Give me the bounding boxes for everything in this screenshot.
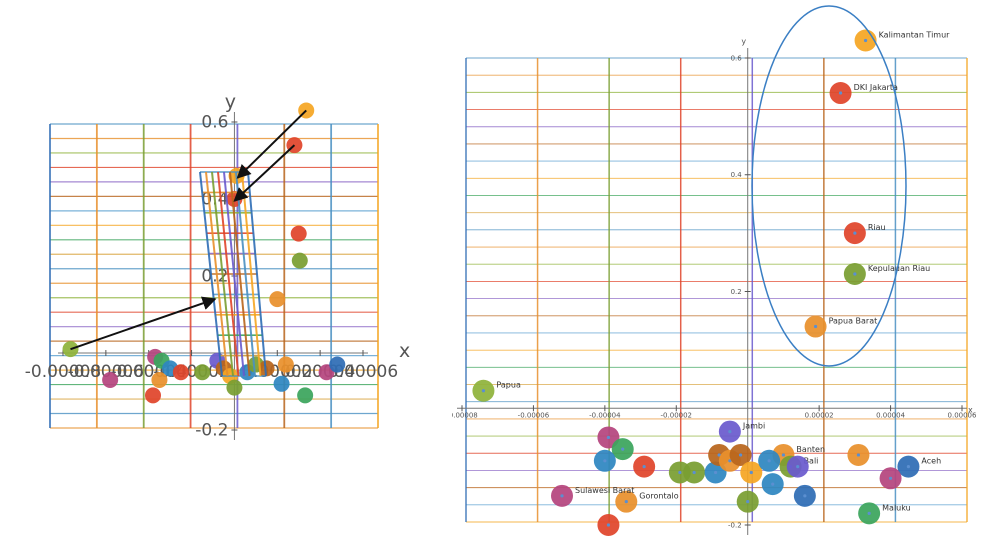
data-point-center [853,272,857,276]
x-tick-label: -0.00006 [518,411,550,419]
data-point-label: DKI Jakarta [854,83,898,92]
data-point [226,379,243,396]
data-point-label: Banten [796,445,825,454]
data-point-center [781,453,786,457]
data-point-center [746,500,750,504]
data-point-center [796,465,800,469]
y-tick-label: 0.4 [731,171,743,179]
data-point-label: Kalimantan Timur [879,30,951,39]
data-point-center [603,459,607,463]
data-point-center [642,465,646,469]
data-point [273,375,290,392]
data-point [102,371,119,388]
y-tick-label: 0.6 [731,54,743,62]
data-point-center [678,470,682,475]
x-axis-label: x [968,405,973,414]
y-tick-label: -0.2 [195,421,228,441]
arrow [70,296,217,351]
data-point-label: Riau [868,223,886,232]
data-point-center [738,453,743,457]
data-point-center [606,435,611,440]
data-point-center [867,511,871,515]
data-point-label: Papua Barat [829,317,878,326]
data-point-center [692,470,696,475]
data-point [290,225,307,242]
skewed-mesh-line [217,171,240,377]
data-point-center [838,91,843,95]
data-point [194,364,211,381]
skewed-mesh [199,171,267,377]
x-tick-label: 0.00006 [328,362,398,382]
left-chart: -0.00008 -0.00006 -0.00004 -0.00002 0.00002 0… [0,0,420,549]
data-point-center [481,389,486,393]
data-point [151,371,168,388]
data-point [329,356,346,373]
data-point-center [728,430,732,434]
x-tick-label: -0.00008 [25,362,101,382]
data-point-label: Papua [496,381,521,390]
data-point-center [853,231,857,235]
y-tick-label: 0.6 [201,113,228,133]
x-tick-label: 0.00004 [876,411,905,419]
skewed-mesh-line [199,171,223,377]
skewed-mesh-line [223,171,245,377]
data-point-center [813,324,818,329]
data-point-label: Jambi [742,422,765,431]
x-tick-label: -0.00006 [68,362,144,382]
skewed-mesh-line [229,171,251,377]
data-point-center [863,38,868,43]
x-tick-label: 0.00006 [948,411,977,419]
x-tick-label: -0.00004 [589,411,621,419]
data-point-center [621,447,625,451]
data-point [297,387,314,404]
data-point-center [906,465,911,469]
data-point-label: Sulawesi Barat [575,486,634,495]
data-point [291,252,308,269]
data-point-label: Aceh [921,457,941,466]
left-chart-svg: -0.00008-0.00006-0.00004-0.00002 0.00002 0… [25,91,410,441]
data-point-center [888,476,893,480]
data-point [258,360,275,377]
data-point-label: Bali [804,457,819,466]
skewed-mesh-line [205,171,229,377]
right-chart-svg: -0.00008 -0.00006 -0.00004 -0.00002 0.00002 0… [446,5,977,536]
y-axis-label: y [741,37,746,46]
data-point-center [767,459,771,463]
data-point-center [771,482,775,486]
data-point-center [560,494,564,498]
x-tick-label: -0.00002 [661,411,692,419]
arrow [236,109,307,179]
skewed-mesh-line [211,171,234,377]
data-point-center [728,459,732,463]
right-chart: -0.00008 -0.00006 -0.00004 -0.00002 0.00002 0… [446,0,988,549]
data-point-center [606,523,611,527]
x-tick-label: -0.00008 [452,411,478,419]
data-point-center [717,453,721,457]
data-point-center [749,470,753,475]
data-point [269,291,286,308]
skewed-mesh-line [247,171,267,377]
arrow [233,144,296,202]
data-point [145,387,161,404]
data-point-label: Kepulauan Riau [868,264,930,273]
data-point-center [803,494,807,498]
data-point-center [856,453,861,457]
data-point-label: Maluku [882,503,911,512]
y-tick-label: 0.2 [731,288,742,296]
skewed-mesh-line [241,171,262,377]
x-tick-label: 0.00002 [805,411,834,419]
data-point-label: Gorontalo [639,492,678,501]
y-tick-label: -0.2 [728,521,742,529]
y-axis-label: y [225,91,236,113]
data-point [172,364,189,381]
data-point-center [713,470,718,475]
skewed-mesh-line [235,171,256,377]
data-point [277,356,294,373]
x-axis-label: x [399,340,410,362]
highlight-ellipse [751,5,907,367]
data-point-center [624,500,628,504]
